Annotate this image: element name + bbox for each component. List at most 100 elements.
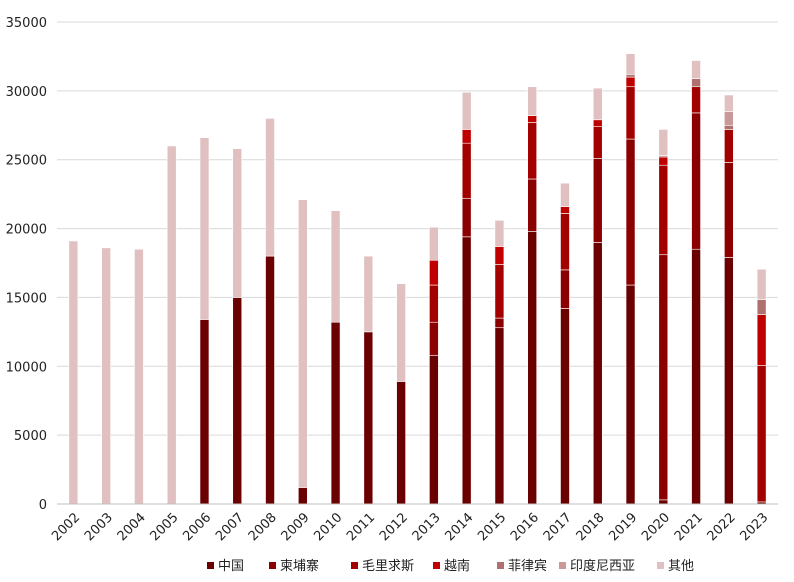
bar-segment xyxy=(724,162,734,258)
bar-segment xyxy=(724,124,734,130)
bar-segment xyxy=(658,499,669,505)
x-tick-label: 2017 xyxy=(541,510,575,544)
bar-segment xyxy=(625,138,636,286)
bar-segment xyxy=(592,126,603,159)
legend: 中国 柬埔寨 毛里求斯 越南 菲律宾 印度尼西亚 其他 xyxy=(207,558,694,574)
bar-segment xyxy=(396,381,406,505)
bar-segment xyxy=(691,248,701,505)
bar-segment xyxy=(756,299,767,315)
bar-segment xyxy=(625,284,636,505)
legend-label: 其他 xyxy=(668,559,694,574)
gridlines xyxy=(57,21,778,436)
bar-segment xyxy=(461,129,472,144)
bar-segment xyxy=(363,255,374,333)
bar-segment xyxy=(429,226,439,261)
bar-segment xyxy=(265,118,275,257)
x-tick-label: 2013 xyxy=(410,510,444,544)
bar-segment xyxy=(658,156,669,166)
x-tick-label: 2008 xyxy=(246,510,280,544)
x-tick-label: 2004 xyxy=(115,510,149,544)
bar-segment xyxy=(297,487,308,505)
bar-segment xyxy=(560,308,570,505)
bar-segment xyxy=(199,319,210,505)
x-tick-label: 2010 xyxy=(311,510,345,544)
bar-segment xyxy=(265,255,275,505)
bars xyxy=(68,53,767,505)
bar-segment xyxy=(724,111,734,126)
bar-segment xyxy=(658,129,669,156)
x-tick-label: 2021 xyxy=(672,510,706,544)
bar-segment xyxy=(232,148,243,298)
x-tick-label: 2005 xyxy=(148,510,182,544)
bar-segment xyxy=(756,365,767,503)
bar-segment xyxy=(724,94,734,112)
bar-segment xyxy=(297,199,308,488)
x-tick-label: 2002 xyxy=(49,510,83,544)
bar-segment xyxy=(724,257,734,505)
bar-segment xyxy=(461,142,472,199)
legend-swatch xyxy=(207,562,214,569)
x-tick-label: 2019 xyxy=(606,510,640,544)
bar-segment xyxy=(691,86,701,114)
bar-segment xyxy=(494,317,505,329)
x-axis-ticks: 2002200320042005200620072008200920102011… xyxy=(49,510,771,544)
bar-segment xyxy=(527,122,538,180)
bar-segment xyxy=(429,321,439,356)
x-tick-label: 2011 xyxy=(344,510,378,544)
bar-segment xyxy=(756,268,767,300)
bar-segment xyxy=(756,314,767,366)
y-tick-label: 35000 xyxy=(6,16,47,31)
bar-segment xyxy=(166,145,177,505)
bar-segment xyxy=(527,86,538,116)
legend-swatch xyxy=(497,562,504,569)
bar-segment xyxy=(592,119,603,127)
x-tick-label: 2009 xyxy=(279,510,313,544)
x-tick-label: 2022 xyxy=(705,510,739,544)
bar-segment xyxy=(658,254,669,501)
y-tick-label: 20000 xyxy=(6,223,47,238)
legend-swatch xyxy=(559,562,566,569)
bar-segment xyxy=(560,269,570,309)
bar-segment xyxy=(625,53,636,75)
x-tick-label: 2018 xyxy=(574,510,608,544)
bar-segment xyxy=(527,115,538,123)
bar-segment xyxy=(461,197,472,238)
bar-segment xyxy=(429,259,439,286)
bar-segment xyxy=(396,283,406,382)
bar-segment xyxy=(330,321,341,505)
legend-label: 越南 xyxy=(444,558,470,574)
bar-segment xyxy=(232,297,243,505)
bar-segment xyxy=(134,248,144,505)
y-tick-label: 5000 xyxy=(14,429,47,444)
bar-segment xyxy=(625,76,636,88)
y-tick-label: 0 xyxy=(39,498,47,513)
legend-swatch xyxy=(433,562,440,569)
bar-segment xyxy=(68,240,79,505)
bar-segment xyxy=(461,236,472,505)
legend-label: 印度尼西亚 xyxy=(570,558,635,574)
x-tick-label: 2006 xyxy=(180,510,214,544)
legend-swatch xyxy=(269,562,276,569)
y-tick-label: 25000 xyxy=(6,154,47,169)
bar-segment xyxy=(592,87,603,121)
bar-segment xyxy=(560,213,570,271)
x-tick-label: 2003 xyxy=(82,510,116,544)
y-tick-label: 10000 xyxy=(6,360,47,375)
y-axis-ticks: 0 5000 10000 15000 20000 25000 30000 35000 xyxy=(6,16,47,513)
bar-segment xyxy=(199,137,210,320)
y-tick-label: 30000 xyxy=(6,85,47,100)
bar-segment xyxy=(560,182,570,207)
x-tick-label: 2016 xyxy=(508,510,542,544)
x-tick-label: 2012 xyxy=(377,510,411,544)
bar-segment xyxy=(625,74,636,78)
bar-segment xyxy=(461,91,472,130)
bar-segment xyxy=(429,354,439,505)
bar-segment xyxy=(658,164,669,256)
bar-segment xyxy=(691,60,701,79)
x-tick-label: 2023 xyxy=(737,510,771,544)
bar-segment xyxy=(363,331,374,505)
legend-swatch xyxy=(657,562,664,569)
x-tick-label: 2014 xyxy=(442,510,476,544)
bar-segment xyxy=(429,284,439,323)
